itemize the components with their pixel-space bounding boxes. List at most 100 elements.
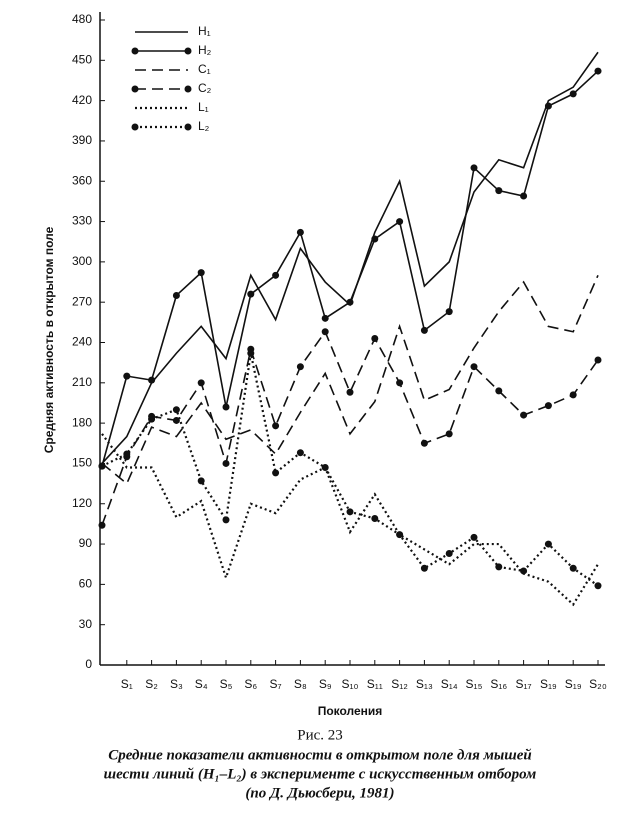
x-tick-label: S₁₄: [441, 677, 458, 691]
point: [544, 540, 552, 548]
point: [594, 582, 602, 590]
point: [371, 334, 379, 342]
point: [470, 164, 478, 172]
point: [123, 372, 131, 380]
point: [321, 328, 329, 336]
point: [148, 415, 156, 423]
y-tick-label: 90: [79, 536, 93, 550]
x-axis-label: Поколения: [318, 704, 383, 718]
point: [495, 187, 503, 195]
point: [470, 533, 478, 541]
x-tick-label: S₁₆: [490, 677, 507, 691]
legend-marker: [184, 47, 192, 55]
point: [197, 477, 205, 485]
y-tick-label: 210: [72, 375, 92, 389]
y-tick-label: 330: [72, 214, 92, 228]
point: [321, 463, 329, 471]
y-tick-label: 480: [72, 12, 92, 26]
point: [445, 430, 453, 438]
point: [371, 235, 379, 243]
y-axis-label: Средняя активность в открытом поле: [42, 226, 56, 453]
point: [396, 531, 404, 539]
y-tick-label: 360: [72, 173, 92, 187]
y-tick-label: 270: [72, 294, 92, 308]
point: [321, 314, 329, 322]
y-tick-label: 240: [72, 335, 92, 349]
point: [247, 290, 255, 298]
point: [148, 376, 156, 384]
legend-marker: [184, 85, 192, 93]
caption-line: Средние показатели активности в открытом…: [108, 747, 532, 763]
x-tick-label: S₃: [170, 677, 183, 691]
x-tick-label: S₁₁: [367, 677, 383, 691]
point: [470, 363, 478, 371]
point: [98, 462, 106, 470]
series-line: [101, 274, 599, 485]
point: [296, 449, 304, 457]
point: [272, 271, 280, 279]
point: [420, 326, 428, 334]
y-tick-label: 0: [85, 657, 92, 671]
y-tick-label: 60: [79, 577, 93, 591]
y-tick-label: 180: [72, 415, 92, 429]
point: [544, 102, 552, 110]
legend-marker: [131, 85, 139, 93]
point: [594, 356, 602, 364]
x-tick-label: S₁₉: [540, 677, 557, 691]
legend-label: L₁: [198, 100, 209, 114]
y-tick-label: 390: [72, 133, 92, 147]
point: [594, 67, 602, 75]
point: [420, 439, 428, 447]
point: [172, 406, 180, 414]
y-tick-label: 450: [72, 52, 92, 66]
point: [272, 469, 280, 477]
point: [272, 422, 280, 430]
point: [445, 308, 453, 316]
caption-line: шести линий (H₁–L₂) в эксперименте с иск…: [104, 766, 537, 782]
caption-line: (по Д. Дьюсбери, 1981): [245, 785, 394, 801]
point: [346, 298, 354, 306]
y-tick-label: 120: [72, 496, 92, 510]
legend-marker: [131, 47, 139, 55]
point: [569, 391, 577, 399]
x-tick-label: S₂₀: [589, 677, 607, 691]
series-line: [101, 433, 599, 607]
series-line: [101, 353, 599, 587]
point: [346, 388, 354, 396]
y-tick-label: 150: [72, 456, 92, 470]
point: [123, 450, 131, 458]
figure-number: Рис. 23: [297, 727, 343, 743]
legend-label: C₂: [198, 81, 212, 95]
point: [520, 411, 528, 419]
legend-marker: [131, 123, 139, 131]
point: [520, 567, 528, 575]
point: [197, 269, 205, 277]
legend-label: H₂: [198, 43, 212, 57]
point: [296, 228, 304, 236]
legend-label: H₁: [198, 24, 211, 38]
legend-label: L₂: [198, 119, 210, 133]
y-tick-label: 420: [72, 93, 92, 107]
point: [371, 515, 379, 523]
point: [420, 564, 428, 572]
point: [172, 416, 180, 424]
x-tick-label: S₄: [195, 677, 208, 691]
series-line: [101, 330, 599, 526]
point: [222, 403, 230, 411]
x-tick-label: S₂: [145, 677, 158, 691]
point: [296, 363, 304, 371]
point: [495, 563, 503, 571]
series-line: [101, 51, 599, 464]
point: [346, 508, 354, 516]
legend-label: C₁: [198, 62, 211, 76]
point: [569, 564, 577, 572]
point: [569, 90, 577, 98]
point: [197, 379, 205, 387]
x-tick-label: S₁: [121, 677, 133, 691]
point: [247, 349, 255, 357]
y-tick-label: 300: [72, 254, 92, 268]
x-tick-label: S₁₀: [341, 677, 358, 691]
point: [544, 402, 552, 410]
point: [222, 516, 230, 524]
